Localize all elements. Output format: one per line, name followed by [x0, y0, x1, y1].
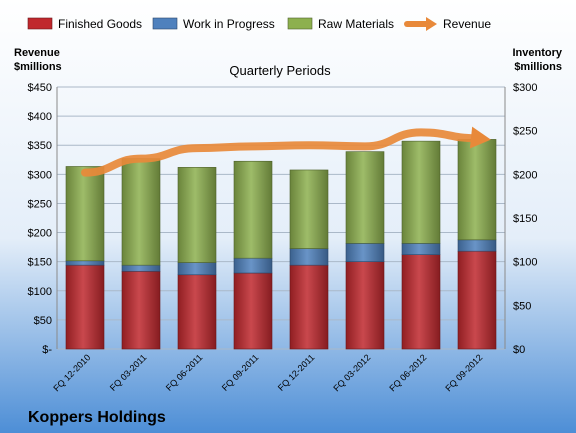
revenue-line-layer [81, 126, 491, 177]
legend: Finished Goods Work in Progress Raw Materi… [27, 17, 491, 31]
legend-label: Raw Materials [318, 17, 394, 31]
bar-finished-goods [121, 270, 161, 350]
right-tick-label: $250 [513, 126, 537, 138]
left-axis-title-line1: Revenue [14, 47, 60, 59]
left-axis-ticks: $- $50 $100 $150 $200 $250 $300 $350 $400 $450 [28, 82, 53, 356]
bar-finished-goods [401, 254, 441, 350]
left-tick-label: $400 [28, 111, 52, 123]
left-tick-label: $150 [28, 257, 52, 269]
right-tick-label: $100 [513, 257, 537, 269]
bar-raw-materials [401, 140, 441, 244]
left-tick-label: $50 [34, 315, 52, 327]
bar-finished-goods [233, 272, 273, 350]
legend-label: Work in Progress [183, 17, 275, 31]
bar-work-in-progress [289, 248, 329, 266]
bar-work-in-progress [457, 239, 497, 252]
bar-finished-goods [289, 264, 329, 350]
bar-work-in-progress [177, 262, 217, 276]
right-axis-ticks: $0 $50 $100 $150 $200 $250 $300 [513, 82, 537, 356]
bar-finished-goods [177, 274, 217, 350]
legend-swatch [152, 17, 178, 30]
bar-raw-materials [345, 151, 385, 244]
bars [65, 139, 497, 350]
legend-swatch [27, 17, 53, 30]
revenue-line [81, 128, 481, 177]
company-name: Koppers Holdings [28, 409, 166, 426]
bar-raw-materials [121, 158, 161, 266]
right-tick-label: $50 [513, 300, 531, 312]
right-axis-title-line2: $millions [514, 61, 562, 73]
bar-finished-goods [457, 250, 497, 350]
bar-work-in-progress [233, 257, 273, 274]
left-tick-label: $200 [28, 228, 52, 240]
right-tick-label: $150 [513, 213, 537, 225]
legend-arrow-swatch [426, 17, 437, 31]
left-tick-label: $450 [28, 82, 52, 94]
left-tick-label: $350 [28, 140, 52, 152]
bar-work-in-progress [121, 264, 161, 272]
bar-finished-goods [65, 264, 105, 350]
bar-raw-materials [457, 139, 497, 241]
chart-title: Quarterly Periods [229, 63, 331, 78]
bar-work-in-progress [345, 243, 385, 262]
legend-label: Finished Goods [58, 17, 142, 31]
left-tick-label: $- [42, 344, 52, 356]
left-tick-label: $250 [28, 198, 52, 210]
left-axis-title-line2: $millions [14, 61, 62, 73]
bar-raw-materials [233, 160, 273, 259]
right-tick-label: $0 [513, 344, 525, 356]
bar-raw-materials [177, 167, 217, 263]
bar-finished-goods [345, 261, 385, 350]
bar-raw-materials [289, 169, 329, 249]
legend-label: Revenue [443, 17, 491, 31]
right-axis-title-line1: Inventory [512, 47, 562, 59]
legend-swatch [287, 17, 313, 30]
right-tick-label: $200 [513, 169, 537, 181]
left-tick-label: $100 [28, 286, 52, 298]
bar-raw-materials [65, 166, 105, 262]
revenue-arrowhead [469, 126, 491, 149]
bar-work-in-progress [401, 243, 441, 255]
bar-work-in-progress [65, 260, 105, 266]
left-tick-label: $300 [28, 169, 52, 181]
right-tick-label: $300 [513, 82, 537, 94]
